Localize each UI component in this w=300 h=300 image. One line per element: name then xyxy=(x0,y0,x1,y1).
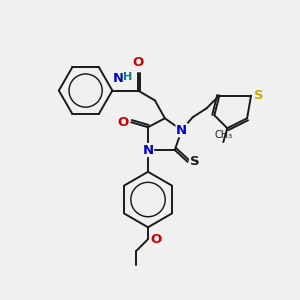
Text: N: N xyxy=(113,72,124,85)
Text: N: N xyxy=(176,124,187,137)
Text: CH₃: CH₃ xyxy=(214,130,232,140)
Text: H: H xyxy=(123,72,133,82)
Text: O: O xyxy=(117,116,128,129)
Text: N: N xyxy=(142,143,154,157)
Text: O: O xyxy=(133,56,144,69)
Text: O: O xyxy=(150,233,161,246)
Text: S: S xyxy=(254,89,264,102)
Text: S: S xyxy=(190,155,199,168)
